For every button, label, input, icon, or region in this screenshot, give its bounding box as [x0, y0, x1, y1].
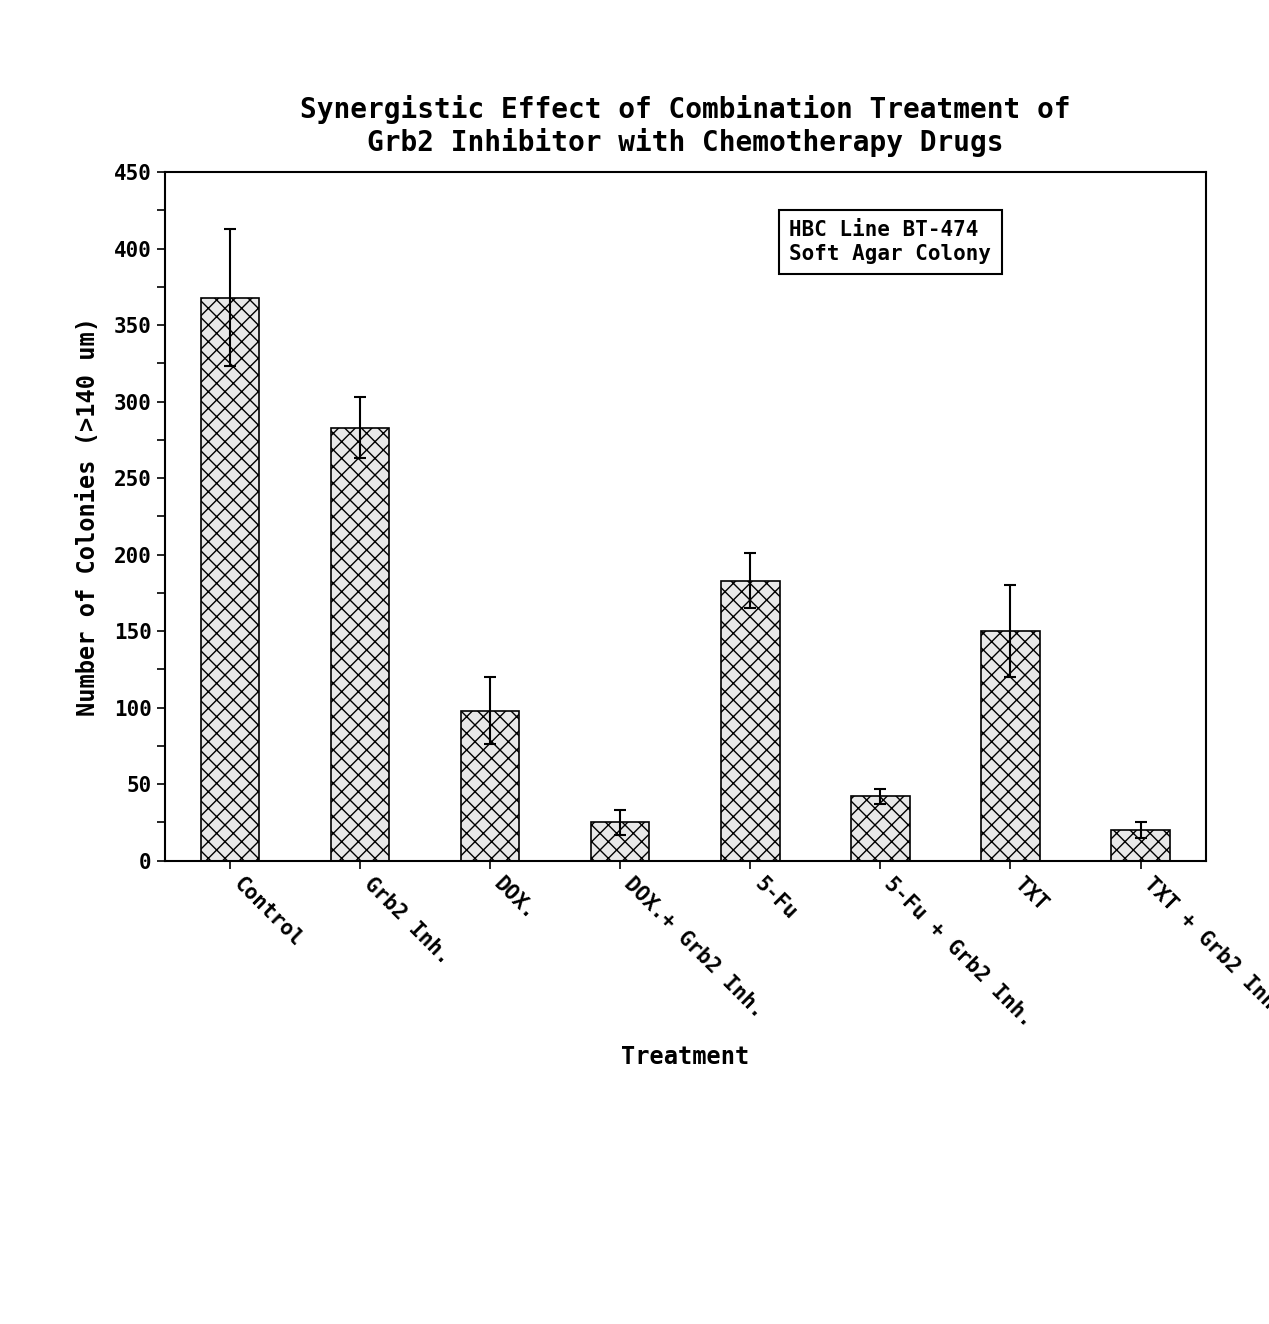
Title: Synergistic Effect of Combination Treatment of
Grb2 Inhibitor with Chemotherapy : Synergistic Effect of Combination Treatm…: [299, 95, 1071, 158]
Bar: [721, 581, 779, 861]
Bar: [981, 632, 1039, 861]
Bar: [1112, 830, 1170, 861]
Bar: [461, 711, 519, 861]
Text: HBC Line BT-474
Soft Agar Colony: HBC Line BT-474 Soft Agar Colony: [789, 220, 991, 263]
X-axis label: Treatment: Treatment: [621, 1045, 750, 1068]
Bar: [331, 428, 390, 861]
Bar: [201, 298, 259, 861]
Y-axis label: Number of Colonies (>140 um): Number of Colonies (>140 um): [76, 316, 100, 716]
Bar: [851, 796, 910, 861]
Bar: [591, 822, 650, 861]
